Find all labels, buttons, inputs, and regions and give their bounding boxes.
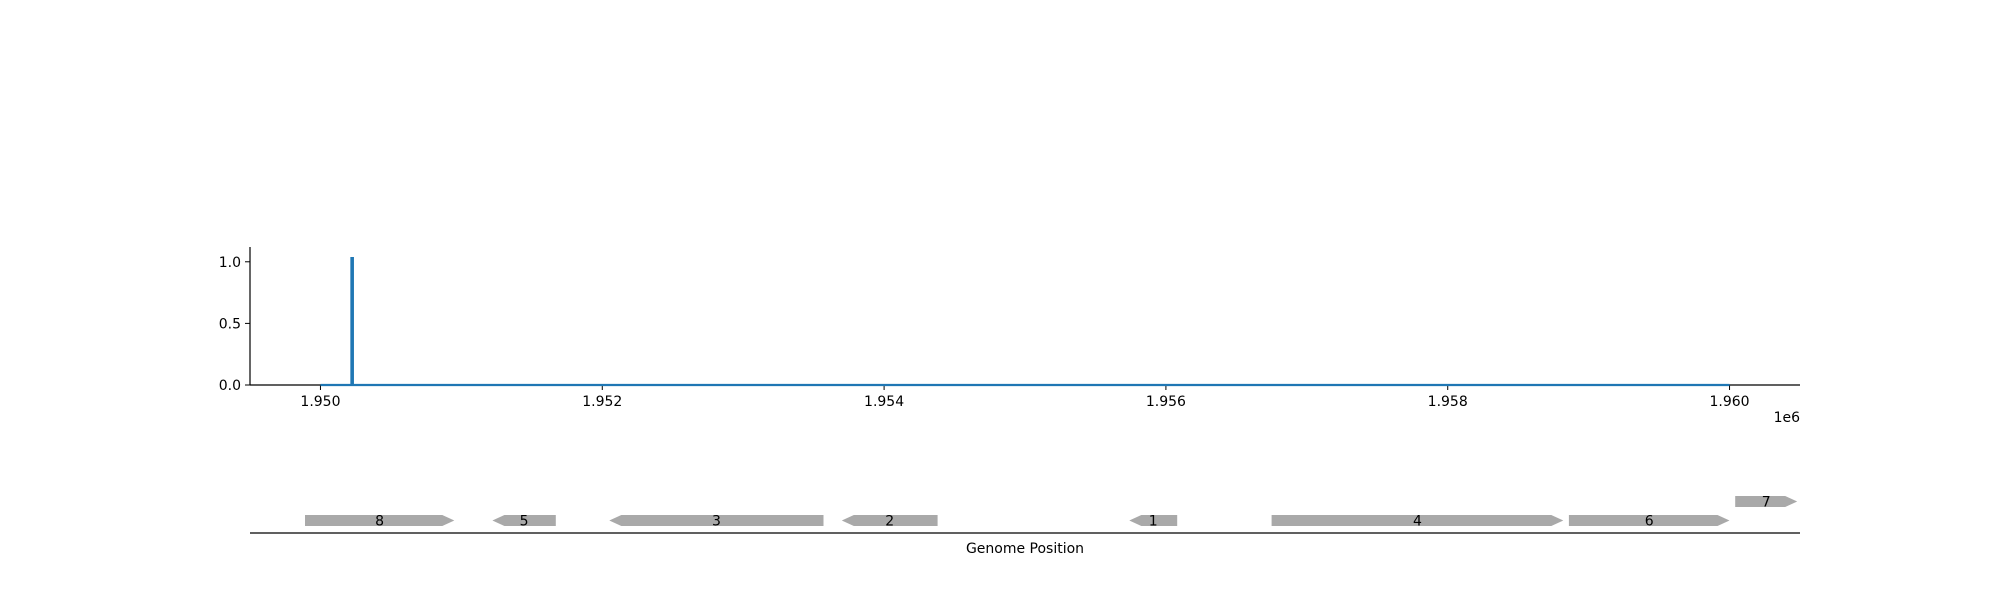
x-tick-label: 1.952: [582, 394, 622, 410]
gene-track: 8 5 3 2 1 4 6 7 Genome Position: [250, 495, 1800, 557]
y-axis-ticks: 0.0 0.5 1.0: [219, 255, 250, 394]
x-tick-label: 1.958: [1428, 394, 1468, 410]
gene-label: 6: [1645, 514, 1654, 530]
gene-label: 5: [520, 514, 529, 530]
gene-arrow: [1271, 515, 1564, 526]
y-tick-label: 0.0: [219, 378, 241, 394]
gene-arrow: [1568, 515, 1730, 526]
gene-label: 3: [712, 514, 721, 530]
y-tick-label: 0.5: [219, 316, 241, 332]
gene-arrow: [841, 515, 938, 526]
coverage-axes: 0.0 0.5 1.0 1.950 1.952 1.954 1.956 1.958 1.960…: [219, 247, 1800, 426]
gene-label: 2: [885, 514, 894, 530]
gene-arrow: [1735, 496, 1798, 507]
x-axis-offset-label: 1e6: [1774, 410, 1801, 426]
x-tick-label: 1.956: [1146, 394, 1186, 410]
series-layer: [320, 256, 1730, 387]
gene-arrow: [492, 515, 556, 526]
gene-arrow: [1129, 515, 1178, 526]
series-line: [320, 256, 1730, 387]
x-tick-label: 1.950: [300, 394, 340, 410]
gene-arrow: [609, 515, 824, 526]
x-tick-label: 1.954: [864, 394, 904, 410]
gene-label: 8: [375, 514, 384, 530]
gene-layer: 8 5 3 2 1 4 6 7: [305, 495, 1798, 530]
y-tick-label: 1.0: [219, 255, 241, 271]
gene-label: 7: [1762, 495, 1771, 511]
x-tick-label: 1.960: [1709, 394, 1749, 410]
x-axis-label: Genome Position: [966, 541, 1084, 557]
gene-label: 1: [1149, 514, 1158, 530]
x-axis-ticks: 1.950 1.952 1.954 1.956 1.958 1.960: [300, 385, 1750, 410]
gene-label: 4: [1413, 514, 1422, 530]
gene-arrow: [305, 515, 455, 526]
